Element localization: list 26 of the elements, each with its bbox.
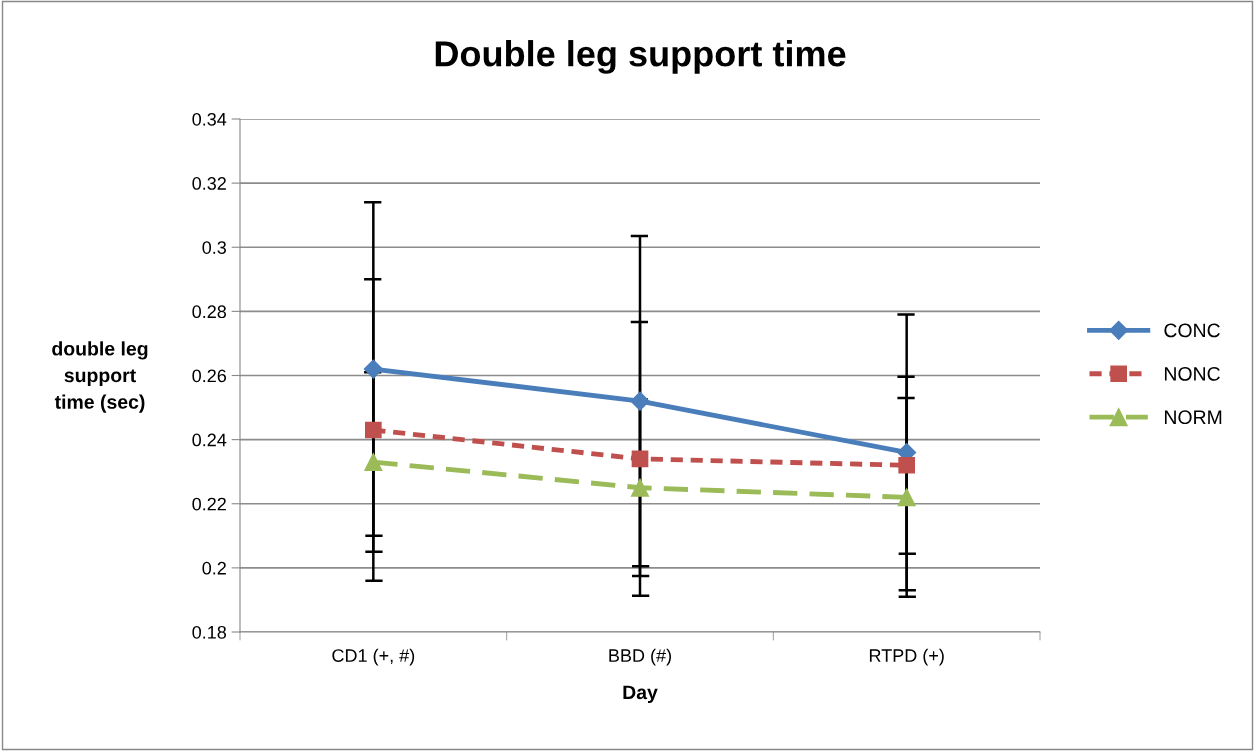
point xyxy=(363,359,383,379)
legend-label: CONC xyxy=(1164,323,1220,338)
legend-label: NONC xyxy=(1164,366,1220,381)
x-tick-label: BBD (#) xyxy=(609,648,671,666)
point xyxy=(630,478,650,497)
y-tick-label: 0.28 xyxy=(192,305,227,319)
legend-label: NORM xyxy=(1164,410,1222,425)
y-tick-label: 0.24 xyxy=(192,433,227,447)
y-tick-label: 0.2 xyxy=(202,561,226,575)
point xyxy=(631,450,649,468)
y-axis-title: double leg support time (sec) xyxy=(52,341,148,413)
y-tick-label: 0.22 xyxy=(192,497,226,511)
y-tick-label: 0.18 xyxy=(192,625,227,639)
y-tick-label: 0.3 xyxy=(202,241,227,254)
point xyxy=(364,421,382,439)
point xyxy=(630,391,650,411)
y-tick-label: 0.26 xyxy=(192,369,227,383)
point xyxy=(898,456,916,474)
y-tick-label: 0.34 xyxy=(192,112,227,126)
x-axis-title: Day xyxy=(623,685,658,704)
chart-title: Double leg support time xyxy=(435,40,846,74)
y-tick-label: 0.32 xyxy=(192,177,226,190)
point xyxy=(364,453,383,472)
x-tick-label: RTPD (+) xyxy=(869,648,944,666)
point xyxy=(897,488,916,507)
x-tick-label: CD1 (+, #) xyxy=(332,648,415,666)
